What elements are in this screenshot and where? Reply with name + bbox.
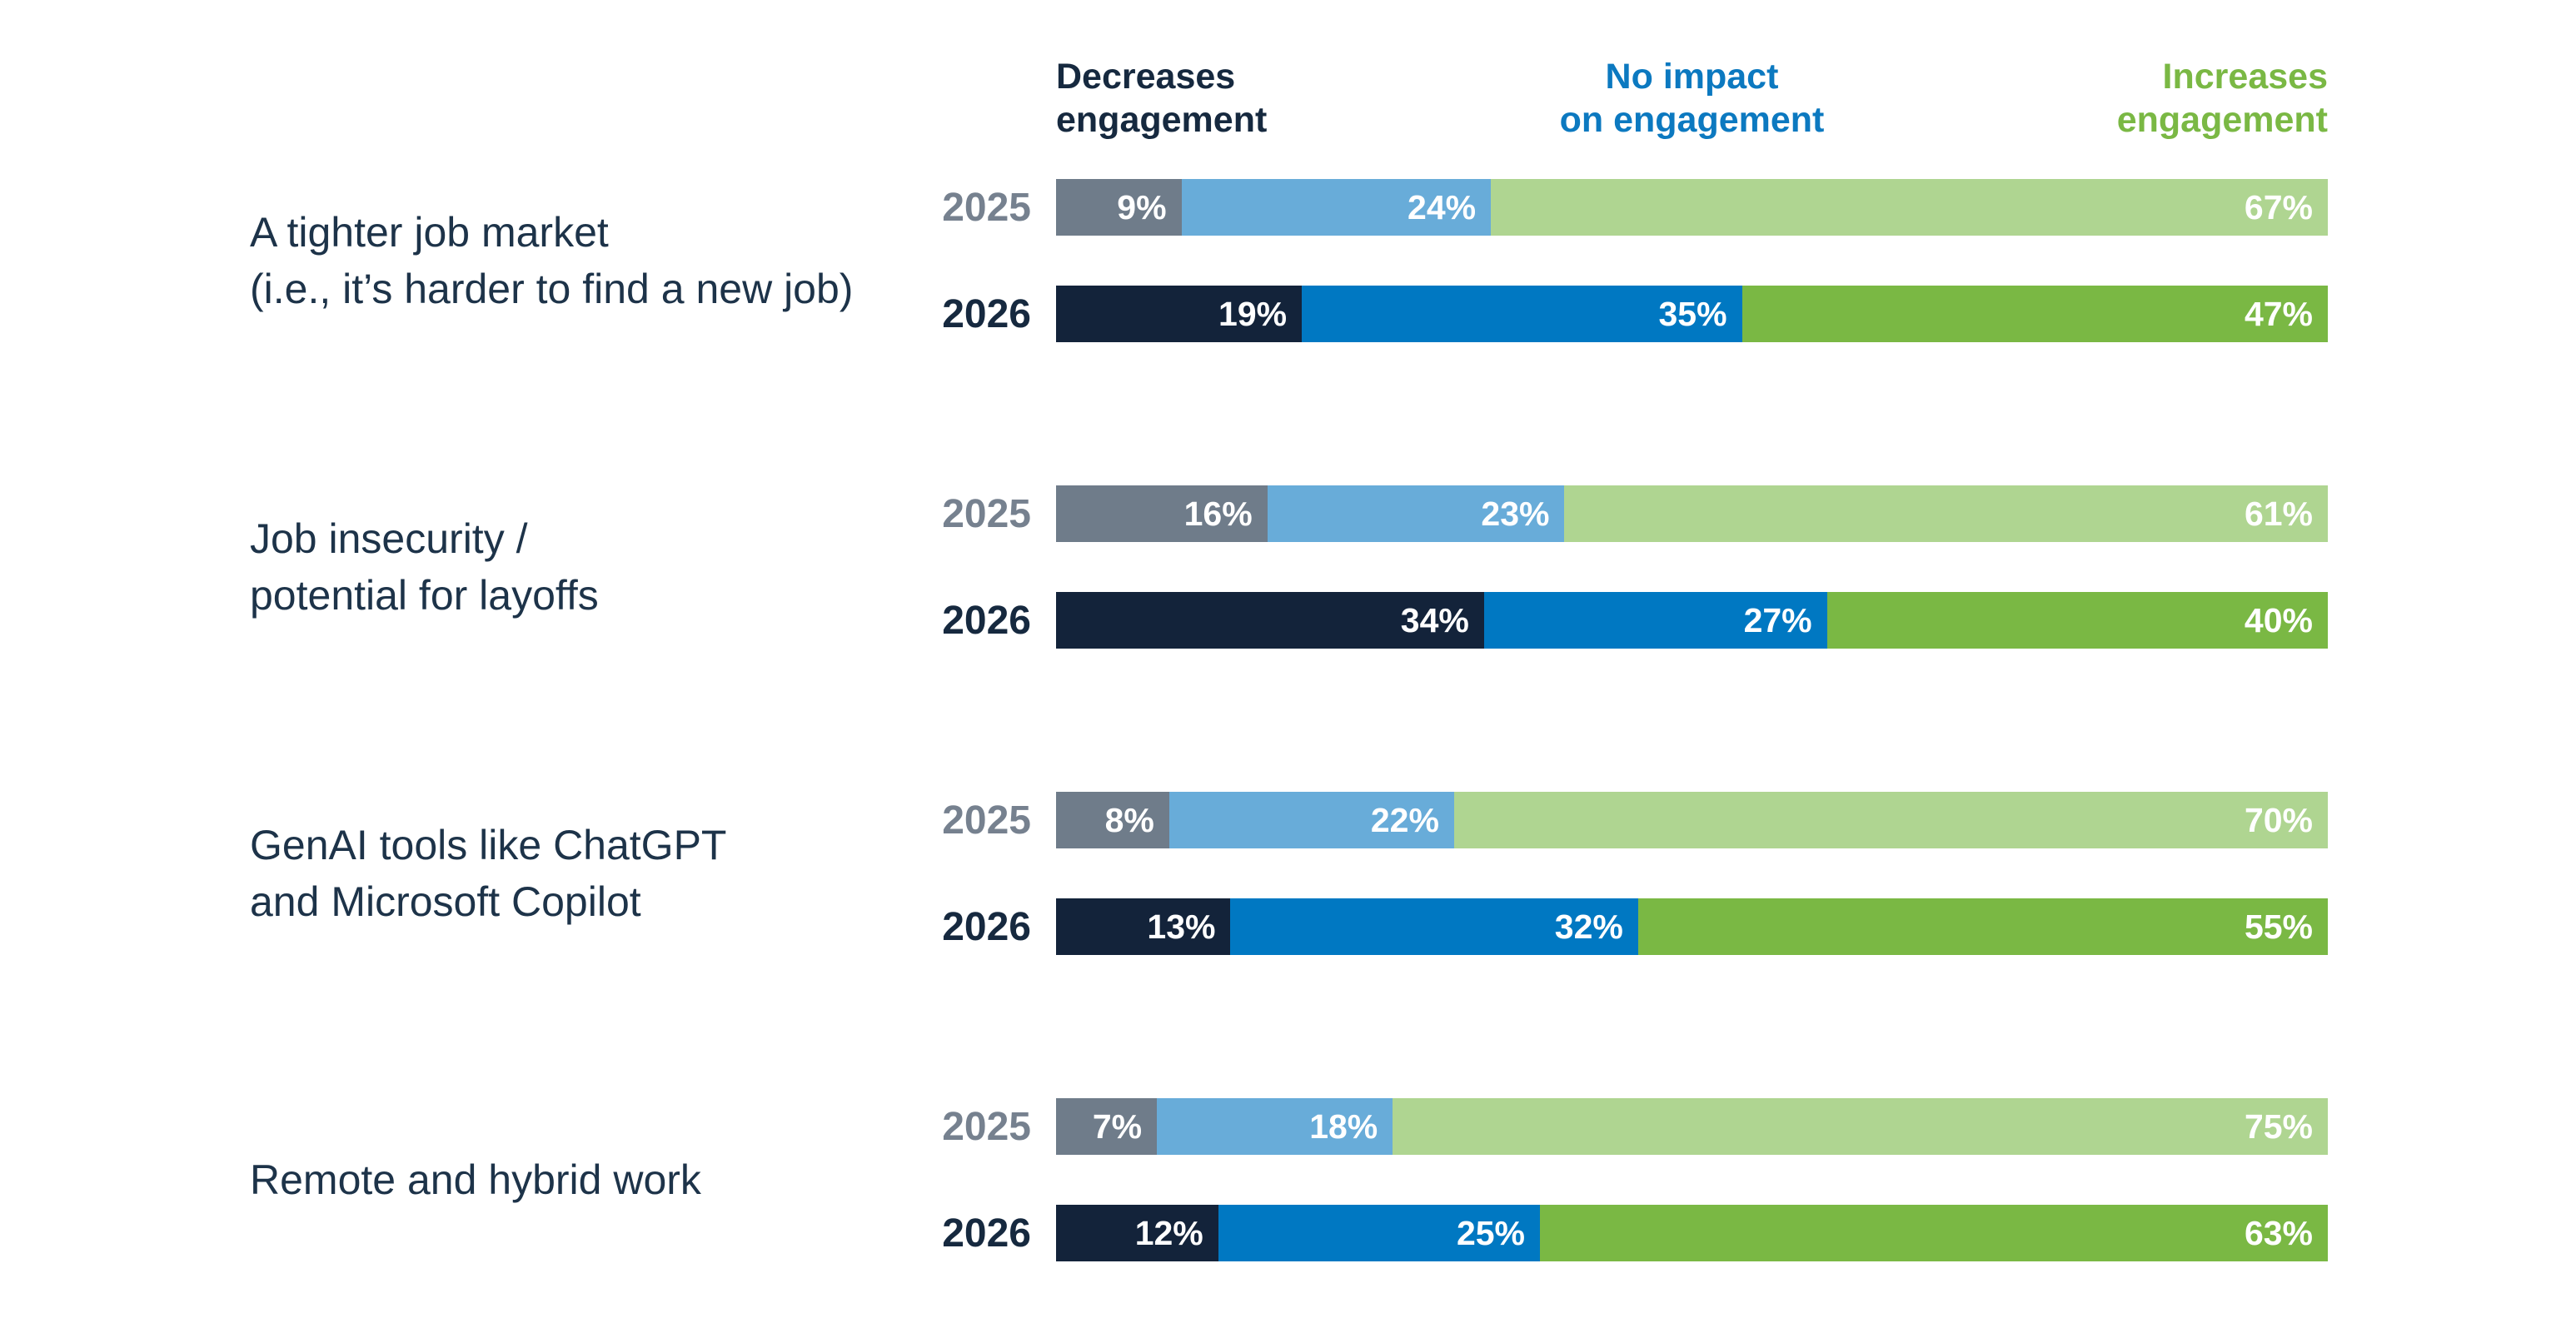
legend-increases-line1: Increases [2162, 57, 2328, 97]
bar-segment-no-impact-on-engagement: 22% [1168, 792, 1454, 848]
bar-segment-increases-engagement: 47% [1741, 286, 2328, 342]
bar-segment-decreases-engagement: 34% [1056, 592, 1484, 649]
category-label-line: and Microsoft Copilot [250, 878, 641, 925]
legend-decreases-line1: Decreases [1056, 57, 1236, 97]
bar-segment-decreases-engagement: 7% [1056, 1098, 1158, 1155]
legend-increases-line2: engagement [2116, 100, 2328, 140]
year-label: 2025 [942, 491, 1031, 536]
bar-segment-increases-engagement: 63% [1540, 1205, 2328, 1261]
legend-header: Decreases engagement No impact on engage… [1056, 55, 2328, 142]
year-label: 2026 [942, 291, 1031, 336]
bar-segment-no-impact-on-engagement: 24% [1181, 179, 1492, 236]
bar-row-2026: 2026 34% 27% 40% [0, 592, 2328, 649]
stacked-bar: 34% 27% 40% [1056, 592, 2328, 649]
year-label: 2026 [942, 904, 1031, 949]
legend-no-impact: No impact on engagement [1560, 55, 1825, 142]
stacked-bar: 19% 35% 47% [1056, 286, 2328, 342]
bar-segment-no-impact-on-engagement: 35% [1302, 286, 1742, 342]
year-label: 2025 [942, 798, 1031, 843]
category-label-line: Job insecurity / [250, 515, 528, 562]
bar-segment-increases-engagement: 75% [1393, 1098, 2328, 1155]
bar-segment-increases-engagement: 40% [1826, 592, 2328, 649]
legend-no-impact-line2: on engagement [1559, 100, 1825, 140]
category-label: A tighter job market (i.e., it’s harder t… [250, 204, 853, 317]
bar-segment-decreases-engagement: 12% [1056, 1205, 1218, 1261]
bar-segment-increases-engagement: 70% [1453, 792, 2328, 848]
stacked-bar: 13% 32% 55% [1056, 898, 2328, 955]
bar-segment-no-impact-on-engagement: 25% [1218, 1205, 1541, 1261]
bar-segment-no-impact-on-engagement: 27% [1483, 592, 1827, 649]
chart-group: A tighter job market (i.e., it’s harder t… [0, 179, 2576, 399]
bar-row-2026: 2026 12% 25% 63% [0, 1205, 2328, 1261]
category-label-line: Remote and hybrid work [250, 1156, 701, 1203]
year-label: 2026 [942, 598, 1031, 643]
bar-segment-decreases-engagement: 16% [1056, 485, 1268, 542]
bar-segment-decreases-engagement: 13% [1056, 898, 1231, 955]
bar-row-2025: 2025 8% 22% 70% [0, 792, 2328, 848]
chart-group: Job insecurity / potential for layoffs 202… [0, 485, 2576, 705]
bar-row-2025: 2025 7% 18% 75% [0, 1098, 2328, 1155]
bar-segment-decreases-engagement: 19% [1056, 286, 1303, 342]
category-label-line: A tighter job market [250, 209, 609, 256]
category-label-line: GenAI tools like ChatGPT [250, 822, 727, 868]
legend-increases-engagement: Increases engagement [2117, 55, 2328, 142]
stacked-bar: 7% 18% 75% [1056, 1098, 2328, 1155]
legend-decreases-engagement: Decreases engagement [1056, 55, 1267, 142]
year-label: 2026 [942, 1211, 1031, 1256]
stacked-bar: 9% 24% 67% [1056, 179, 2328, 236]
stacked-bar: 16% 23% 61% [1056, 485, 2329, 542]
category-label-line: (i.e., it’s harder to find a new job) [250, 266, 854, 312]
bar-segment-decreases-engagement: 8% [1056, 792, 1169, 848]
year-label: 2025 [942, 185, 1031, 230]
category-label: Job insecurity / potential for layoffs [250, 510, 599, 624]
stacked-bar: 12% 25% 63% [1056, 1205, 2328, 1261]
bar-row-2025: 2025 9% 24% 67% [0, 179, 2328, 236]
year-label: 2025 [942, 1104, 1031, 1149]
bar-segment-no-impact-on-engagement: 23% [1267, 485, 1565, 542]
bar-row-2026: 2026 19% 35% 47% [0, 286, 2328, 342]
bar-row-2026: 2026 13% 32% 55% [0, 898, 2328, 955]
bar-segment-no-impact-on-engagement: 32% [1230, 898, 1638, 955]
bar-segment-increases-engagement: 61% [1564, 485, 2329, 542]
stacked-bar: 8% 22% 70% [1056, 792, 2328, 848]
bar-segment-decreases-engagement: 9% [1056, 179, 1182, 236]
category-label: Remote and hybrid work [250, 1151, 701, 1208]
legend-no-impact-line1: No impact [1605, 57, 1779, 97]
category-label: GenAI tools like ChatGPT and Microsoft Co… [250, 817, 726, 930]
bar-segment-increases-engagement: 67% [1491, 179, 2328, 236]
chart-group: Remote and hybrid work 2025 7% 18% 75% 2026 12… [0, 1098, 2576, 1318]
legend-decreases-line2: engagement [1056, 100, 1268, 140]
category-label-line: potential for layoffs [250, 572, 599, 619]
chart-group: GenAI tools like ChatGPT and Microsoft Co… [0, 792, 2576, 1012]
bar-segment-increases-engagement: 55% [1637, 898, 2328, 955]
bar-row-2025: 2025 16% 23% 61% [0, 485, 2329, 542]
bar-segment-no-impact-on-engagement: 18% [1157, 1098, 1393, 1155]
